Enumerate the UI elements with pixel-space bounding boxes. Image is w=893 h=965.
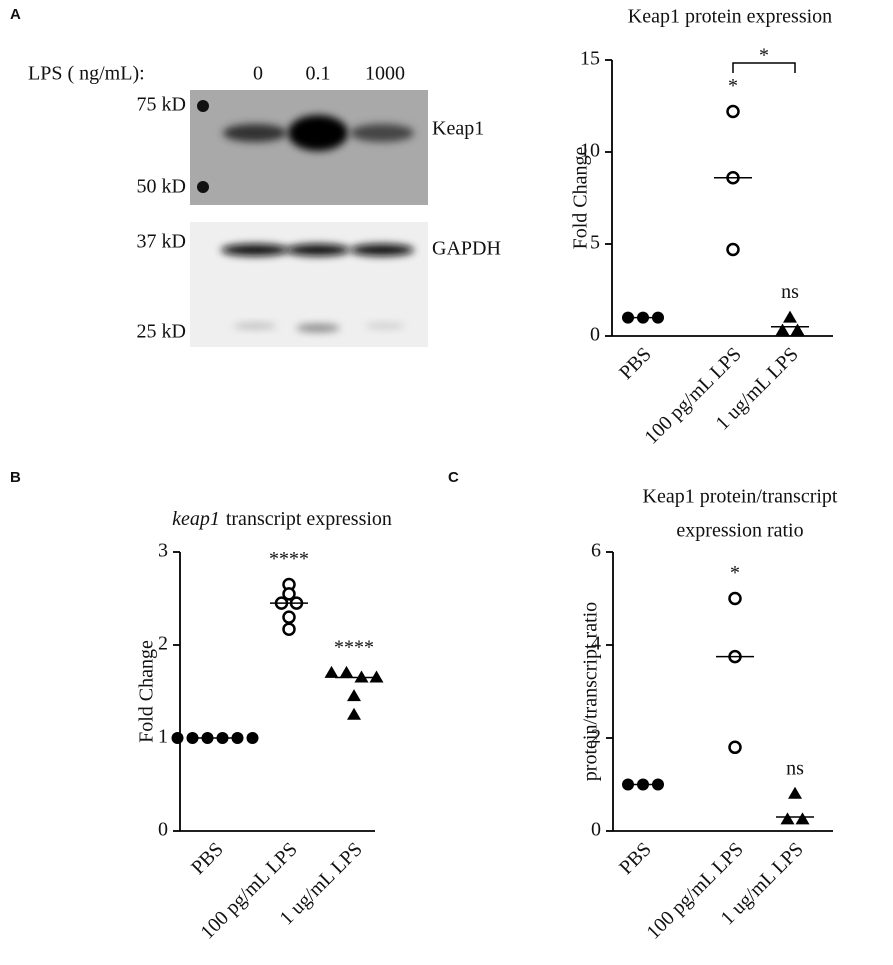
significance-label: * (730, 562, 740, 584)
x-tick-label: 100 pg/mL LPS (640, 343, 745, 448)
size-marker: 75 kD (137, 94, 186, 116)
circle-marker (171, 732, 184, 744)
y-tick-label: 0 (590, 324, 600, 346)
circle-marker (282, 587, 296, 601)
significance-label: * (728, 75, 738, 97)
triangle-marker (790, 323, 805, 336)
y-axis-label: Fold Change (570, 146, 592, 249)
x-tick-label: PBS (615, 343, 656, 384)
significance-bracket (732, 62, 796, 73)
y-tick-label: 2 (158, 633, 168, 655)
circle-marker (282, 610, 296, 624)
y-tick-label: 10 (580, 140, 600, 162)
triangle-marker (369, 670, 384, 683)
y-tick-label: 2 (591, 726, 601, 748)
significance-label: **** (334, 636, 374, 658)
circle-marker (728, 740, 742, 755)
circle-marker (728, 591, 742, 606)
blot-header: LPS ( ng/mL): (28, 63, 145, 85)
significance-label: **** (269, 548, 309, 570)
panel-letter: B (10, 469, 21, 486)
y-tick-label: 4 (591, 633, 601, 655)
size-marker: 50 kD (137, 176, 186, 198)
triangle-marker (339, 665, 354, 678)
x-tick-label: PBS (615, 838, 656, 879)
chart-title: keap1 transcript expression (172, 508, 392, 530)
triangle-marker (783, 310, 797, 323)
y-axis-label: protein/transcript ratio (580, 602, 602, 781)
title-part: keap1 (172, 508, 220, 530)
y-tick-label: 15 (580, 48, 600, 70)
size-marker: 25 kD (137, 321, 186, 343)
significance-label: * (759, 45, 769, 67)
triangle-marker (788, 786, 802, 799)
triangle-marker (324, 665, 339, 678)
circle-marker (186, 732, 199, 744)
y-tick-label: 5 (590, 232, 600, 254)
title-part: transcript expression (226, 508, 392, 530)
triangle-marker (354, 670, 369, 683)
y-tick-label: 0 (158, 819, 168, 841)
panel-letter: A (10, 6, 21, 23)
circle-marker (282, 622, 296, 636)
x-tick-label: PBS (187, 838, 228, 879)
y-axis-label: Fold Change (136, 640, 158, 743)
triangle-marker (347, 689, 361, 702)
triangle-marker (775, 323, 790, 336)
circle-marker (726, 104, 740, 119)
chart-title: expression ratio (676, 520, 803, 542)
triangle-marker (780, 812, 795, 825)
y-tick-label: 1 (158, 726, 168, 748)
y-tick-label: 0 (591, 819, 601, 841)
y-tick-label: 6 (591, 540, 601, 562)
lane-label: 1000 (365, 63, 405, 85)
triangle-marker (795, 812, 810, 825)
size-marker: 37 kD (137, 231, 186, 253)
significance-label: ns (781, 281, 799, 303)
circle-marker (246, 732, 259, 744)
y-tick-label: 3 (158, 540, 168, 562)
lane-label: 0 (253, 63, 263, 85)
panel-letter: C (448, 469, 459, 486)
protein-label: Keap1 (432, 118, 484, 140)
lane-label: 0.1 (306, 63, 331, 85)
chart-title: Keap1 protein expression (628, 6, 832, 28)
circle-marker (726, 242, 740, 257)
blot (190, 90, 428, 347)
significance-label: ns (786, 757, 804, 779)
chart-title: Keap1 protein/transcript (643, 486, 838, 508)
protein-label: GAPDH (432, 238, 501, 260)
triangle-marker (347, 707, 361, 720)
circle-marker (231, 732, 244, 744)
